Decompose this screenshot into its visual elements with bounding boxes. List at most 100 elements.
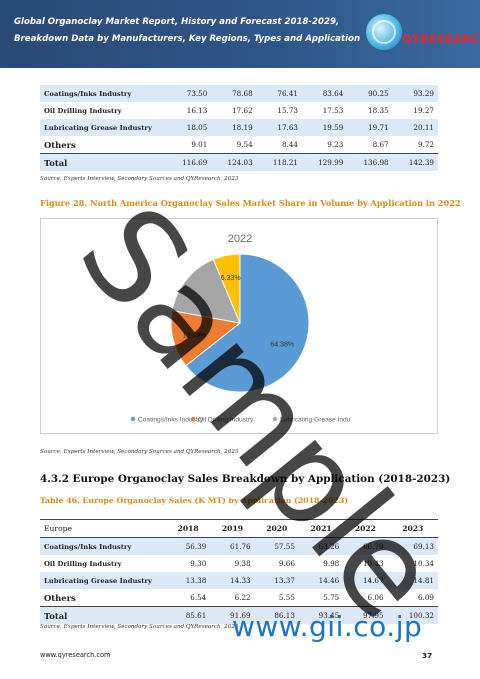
row-label: Coatings/Inks Industry bbox=[40, 85, 166, 102]
row-value: 57.55 bbox=[254, 537, 299, 555]
total-value: 85.61 bbox=[166, 606, 211, 624]
row-value: 18.05 bbox=[166, 119, 212, 136]
pie-slice bbox=[170, 310, 242, 367]
table-header-year: 2022 bbox=[343, 519, 388, 538]
row-value: 19.59 bbox=[301, 119, 348, 136]
row-value: 18.19 bbox=[211, 119, 257, 136]
table1-source: Source: Experts Interview, Secondary Sou… bbox=[40, 176, 239, 182]
table-row: Coatings/Inks Industry 73.50 78.68 76.41 83.… bbox=[40, 85, 438, 102]
row-value: 9.54 bbox=[236, 140, 253, 149]
table-header-label: Europe bbox=[40, 519, 166, 538]
row-value: 14.81 bbox=[387, 572, 438, 589]
total-value: 129.99 bbox=[301, 153, 348, 171]
pie-chart-svg: 2022 64.38% 13.49% 6.33% Coatings/Inks Indus… bbox=[130, 233, 351, 424]
row-value: 8.44 bbox=[281, 140, 298, 149]
row-label: Coatings/Inks Industry bbox=[40, 537, 166, 555]
row-value: 19.71 bbox=[347, 119, 393, 136]
total-value: 142.39 bbox=[392, 153, 438, 171]
table-row: Lubricating Grease Industry 13.38 14.33 13.… bbox=[40, 572, 438, 589]
legend-label: Lubricating Grease Indu bbox=[280, 417, 351, 424]
section-heading: 4.3.2 Europe Organoclay Sales Breakdown … bbox=[40, 473, 451, 485]
row-value: 73.50 bbox=[166, 85, 212, 102]
row-value: 9.72 bbox=[417, 140, 434, 149]
row-value: 5.75 bbox=[323, 593, 340, 602]
table-header-year: 2023 bbox=[387, 519, 438, 538]
row-value: 5.55 bbox=[278, 593, 295, 602]
figure-source: Source: Experts Interview, Secondary Sou… bbox=[40, 449, 239, 455]
table-row: Coatings/Inks Industry 56.39 61.76 57.55 63.… bbox=[40, 537, 438, 555]
row-value: 66.79 bbox=[343, 537, 388, 555]
row-value: 9.98 bbox=[323, 559, 340, 568]
row-value: 83.64 bbox=[301, 85, 348, 102]
total-value: 91.69 bbox=[210, 606, 255, 624]
row-value: 9.23 bbox=[327, 140, 344, 149]
pie-slice bbox=[212, 253, 241, 324]
row-value: 15.73 bbox=[277, 106, 298, 115]
legend-marker bbox=[130, 416, 136, 422]
row-value: 20.11 bbox=[392, 119, 438, 136]
row-label: Oil Drilling Industry bbox=[44, 559, 122, 568]
pie-chart: 2022 64.38% 13.49% 6.33% Coatings/Inks Indus… bbox=[40, 218, 438, 434]
report-title: Global Organoclay Market Report, History… bbox=[14, 17, 361, 44]
table-row: Lubricating Grease Industry 18.05 18.19 17.… bbox=[40, 119, 438, 136]
row-value: 9.38 bbox=[234, 559, 251, 568]
total-value: 124.03 bbox=[211, 153, 257, 171]
row-value: 18.35 bbox=[368, 106, 389, 115]
gii-watermark: www.gii.co.jp bbox=[232, 610, 423, 643]
footer-url: www.qyresearch.com bbox=[40, 651, 111, 659]
legend-marker bbox=[272, 416, 278, 422]
row-label: Oil Drilling Industry bbox=[44, 106, 122, 115]
row-value: 14.46 bbox=[298, 572, 344, 589]
total-value: 116.69 bbox=[166, 153, 212, 171]
row-value: 6.06 bbox=[367, 593, 384, 602]
row-value: 10.43 bbox=[362, 559, 384, 568]
row-value: 93.29 bbox=[392, 85, 438, 102]
row-value: 16.13 bbox=[186, 106, 208, 115]
slice-value-label: 6.33% bbox=[221, 275, 241, 282]
row-value: 6.22 bbox=[234, 593, 251, 602]
row-label: Others bbox=[44, 139, 76, 150]
table-header-year: 2020 bbox=[254, 519, 299, 538]
table-north-america-sales: Coatings/Inks Industry 73.50 78.68 76.41 83.… bbox=[40, 85, 438, 171]
table-header-year: 2018 bbox=[166, 519, 211, 538]
row-value: 14.33 bbox=[210, 572, 255, 589]
row-value: 6.09 bbox=[417, 593, 434, 602]
row-value: 9.30 bbox=[190, 559, 207, 568]
table2-caption: Table 46. Europe Organoclay Sales (K MT)… bbox=[40, 496, 349, 505]
table-header-year: 2021 bbox=[298, 519, 344, 538]
table-row: Others 6.54 6.22 5.55 5.75 6.06 6.09 bbox=[40, 589, 438, 607]
page-header: Global Organoclay Market Report, History… bbox=[0, 0, 480, 68]
row-value: 78.68 bbox=[211, 85, 257, 102]
legend-label: Coatings/Inks Industry bbox=[138, 417, 204, 424]
chart-title: 2022 bbox=[228, 233, 252, 245]
total-label: Total bbox=[40, 606, 166, 624]
logo-globe-icon bbox=[366, 14, 402, 50]
row-value: 56.39 bbox=[166, 537, 211, 555]
total-value: 136.98 bbox=[347, 153, 393, 171]
row-label: Lubricating Grease Industry bbox=[40, 119, 166, 136]
total-value: 100.32 bbox=[387, 606, 438, 624]
figure-caption: Figure 28. North America Organoclay Sale… bbox=[40, 198, 461, 208]
total-value: 93.45 bbox=[298, 606, 344, 624]
row-value: 9.66 bbox=[278, 559, 295, 568]
slice-value-label: 13.49% bbox=[183, 332, 207, 339]
table-europe-sales: Europe 2018 2019 2020 2021 2022 2023 Coatings/I… bbox=[40, 519, 438, 624]
table-row: Others 9.01 9.54 8.44 9.23 8.67 9.72 bbox=[40, 136, 438, 154]
row-label: Lubricating Grease Industry bbox=[40, 572, 166, 589]
row-value: 17.63 bbox=[256, 119, 302, 136]
row-value: 69.13 bbox=[387, 537, 438, 555]
row-value: 90.25 bbox=[347, 85, 393, 102]
table-header-row: Europe 2018 2019 2020 2021 2022 2023 bbox=[40, 519, 438, 538]
slice-value-label: 64.38% bbox=[270, 341, 294, 348]
table-total-row: Total 116.69 124.03 118.21 129.99 136.98 142.3… bbox=[40, 153, 438, 171]
total-label: Total bbox=[40, 153, 166, 171]
row-label: Others bbox=[44, 592, 76, 603]
row-value: 10.34 bbox=[413, 559, 434, 568]
pie-slice bbox=[171, 258, 241, 324]
row-value: 8.67 bbox=[372, 140, 389, 149]
row-value: 9.01 bbox=[191, 140, 208, 149]
row-value: 17.62 bbox=[232, 106, 253, 115]
total-value: 97.95 bbox=[343, 606, 388, 624]
legend-marker bbox=[190, 416, 196, 422]
total-value: 118.21 bbox=[256, 153, 302, 171]
